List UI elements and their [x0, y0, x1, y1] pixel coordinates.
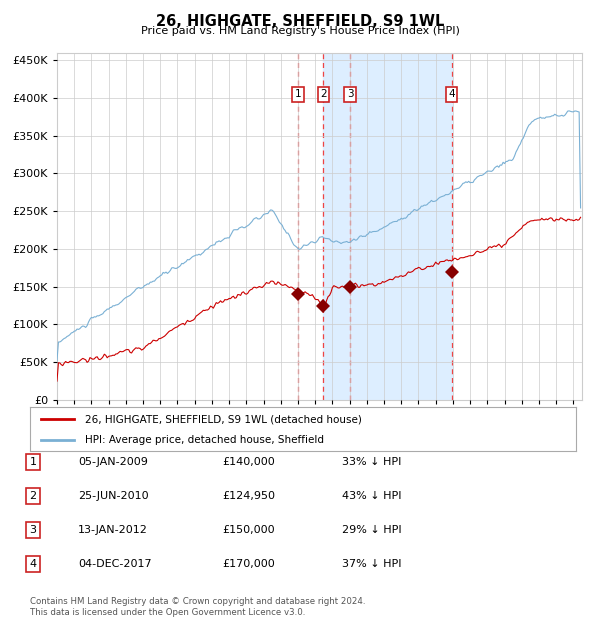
Text: 13-JAN-2012: 13-JAN-2012: [78, 525, 148, 535]
Text: 29% ↓ HPI: 29% ↓ HPI: [342, 525, 401, 535]
Text: 26, HIGHGATE, SHEFFIELD, S9 1WL (detached house): 26, HIGHGATE, SHEFFIELD, S9 1WL (detache…: [85, 414, 361, 424]
Text: £124,950: £124,950: [222, 491, 275, 501]
Text: 37% ↓ HPI: 37% ↓ HPI: [342, 559, 401, 569]
Text: 25-JUN-2010: 25-JUN-2010: [78, 491, 149, 501]
Text: 26, HIGHGATE, SHEFFIELD, S9 1WL: 26, HIGHGATE, SHEFFIELD, S9 1WL: [156, 14, 444, 29]
Text: HPI: Average price, detached house, Sheffield: HPI: Average price, detached house, Shef…: [85, 435, 323, 445]
Text: 3: 3: [29, 525, 37, 535]
Text: £140,000: £140,000: [222, 457, 275, 467]
Text: 2: 2: [320, 89, 327, 99]
Text: 33% ↓ HPI: 33% ↓ HPI: [342, 457, 401, 467]
Text: 1: 1: [29, 457, 37, 467]
Text: £150,000: £150,000: [222, 525, 275, 535]
Text: 1: 1: [295, 89, 302, 99]
Text: 05-JAN-2009: 05-JAN-2009: [78, 457, 148, 467]
Text: 3: 3: [347, 89, 353, 99]
Text: £170,000: £170,000: [222, 559, 275, 569]
Bar: [323, 53, 452, 400]
Text: Contains HM Land Registry data © Crown copyright and database right 2024.
This d: Contains HM Land Registry data © Crown c…: [30, 598, 365, 617]
Text: 4: 4: [448, 89, 455, 99]
Text: 4: 4: [29, 559, 37, 569]
Text: 43% ↓ HPI: 43% ↓ HPI: [342, 491, 401, 501]
Text: 04-DEC-2017: 04-DEC-2017: [78, 559, 152, 569]
Text: Price paid vs. HM Land Registry's House Price Index (HPI): Price paid vs. HM Land Registry's House …: [140, 26, 460, 36]
Text: 2: 2: [29, 491, 37, 501]
